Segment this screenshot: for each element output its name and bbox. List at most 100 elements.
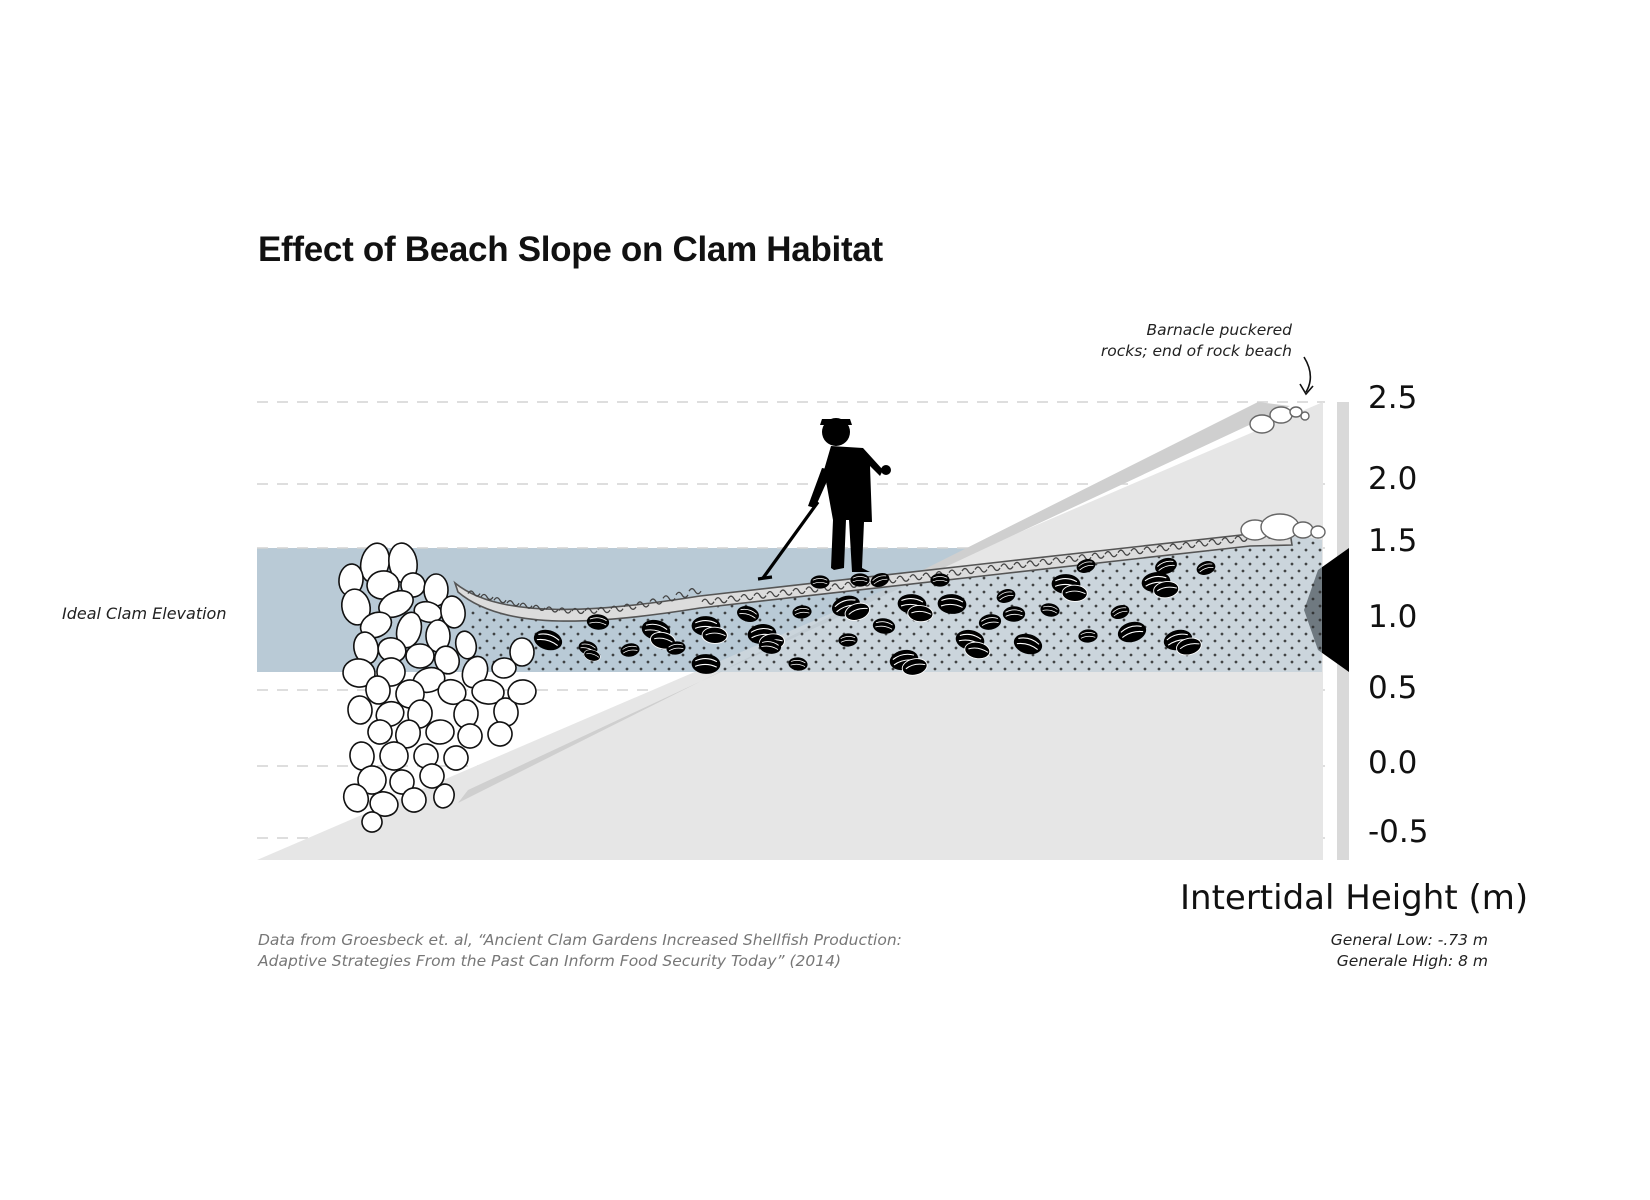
data-source-note: Data from Groesbeck et. al, “Ancient Cla… (258, 930, 902, 972)
shell-hash-squiggle (1052, 557, 1066, 564)
clam-icon (1013, 633, 1043, 655)
barnacle-rock-icon (1240, 406, 1326, 541)
clam-icon (810, 575, 830, 589)
shell-hash-squiggle (753, 592, 767, 599)
shell-hash-squiggle (1000, 563, 1014, 570)
boulder (487, 721, 513, 747)
shell-hash-squiggle (532, 604, 546, 612)
shell-hash-squiggle (987, 564, 1001, 572)
shell-hash-squiggle (714, 597, 728, 604)
clam-icon (1141, 571, 1180, 599)
boulder (433, 645, 461, 675)
axis-tick-label: 1.5 (1368, 523, 1418, 559)
shell-hash-squiggle (844, 581, 858, 589)
axis-title: Intertidal Height (m) (1180, 878, 1529, 918)
boulder (369, 791, 399, 817)
boulder (491, 657, 517, 679)
boulder (433, 783, 455, 809)
arrow-head (1299, 383, 1314, 396)
boulder (347, 695, 373, 725)
shell-hash-squiggle (961, 567, 975, 575)
clam-icon (737, 605, 759, 623)
shell-hash-squiggle (636, 601, 650, 608)
axis-tick-label: 1.0 (1368, 599, 1418, 635)
shell-hash-squiggle (1169, 543, 1183, 550)
clam-icon (889, 649, 928, 676)
shell-hash-squiggle (766, 590, 780, 598)
clam-icon (1040, 603, 1060, 617)
shell-hash-squiggle (584, 607, 598, 614)
boulder (401, 787, 427, 813)
clam-icon (1117, 621, 1147, 643)
sediment-dots (470, 536, 1322, 672)
axis-tick-label: 0.0 (1368, 745, 1418, 781)
clam-icon (533, 629, 563, 651)
shell-hash-squiggle (623, 603, 637, 610)
shell-hash-squiggle (1234, 535, 1248, 543)
clam-icon (1155, 557, 1177, 575)
clam-icon (838, 633, 858, 647)
shell-hash-squiggle (1143, 546, 1157, 553)
boulder (359, 611, 393, 639)
boulder (342, 658, 376, 688)
shell-hash-squiggle (909, 574, 923, 581)
shell-hash-squiggle (740, 594, 754, 601)
boulder (342, 783, 370, 813)
clam-icon (586, 614, 610, 630)
clam-icon (1051, 574, 1088, 602)
clam-icon (1076, 559, 1096, 573)
shell-hash-squiggle (779, 589, 793, 596)
boulder (440, 595, 466, 629)
shell-hash-squiggle (974, 566, 988, 573)
shell-hash-squiggle (727, 595, 741, 602)
axis-tick-label: 2.5 (1368, 380, 1418, 416)
boulder (443, 745, 469, 771)
shell-hash-squiggle (1117, 549, 1131, 556)
clam-icon (1002, 606, 1026, 622)
shell-hash-squiggle (1195, 540, 1209, 547)
boulder (361, 811, 383, 833)
boulder (454, 630, 478, 660)
clam-icon (1163, 629, 1202, 656)
shell-hash-squiggle (493, 597, 507, 604)
shell-hash-squiggle (1039, 558, 1053, 566)
clam-icon (578, 641, 601, 662)
axis-tick-label: 2.0 (1368, 461, 1418, 497)
shell-hash-squiggle (701, 598, 715, 605)
boulder (379, 741, 409, 771)
clam-icon (1078, 629, 1098, 643)
person-digging-icon (757, 418, 891, 581)
tide-low: General Low: -.73 m (1330, 931, 1488, 949)
shell-hash-squiggle (506, 600, 520, 607)
tide-high: Generale High: 8 m (1336, 952, 1488, 970)
clam-icon (955, 629, 991, 660)
axis-tick-label: 0.5 (1368, 670, 1418, 706)
shell-hash-squiggle (610, 605, 624, 612)
shell-hash-squiggle (675, 591, 689, 598)
shell-hash-squiggle (649, 598, 663, 605)
shell-hash-squiggle (597, 606, 611, 614)
shell-hash-squiggle (662, 595, 676, 602)
clam-icon (792, 605, 812, 619)
arrow-down-icon (1303, 356, 1312, 393)
shell-hash-squiggle (1104, 551, 1118, 558)
clam-icon (897, 594, 934, 623)
shell-hash-squiggle (948, 569, 962, 576)
clam-icon (996, 589, 1016, 603)
clam-icon (870, 572, 890, 588)
shell-hash-squiggle (1208, 538, 1222, 546)
boulder (419, 763, 445, 789)
boulder (461, 655, 489, 689)
boulder (365, 675, 391, 705)
diagram-title: Effect of Beach Slope on Clam Habitat (258, 230, 883, 269)
annotation-line-2: rocks; end of rock beach (1100, 342, 1292, 360)
shell-hash-squiggle (1130, 548, 1144, 555)
boulder (509, 637, 535, 667)
shell-hash-squiggle (896, 575, 910, 582)
clam-icon (850, 573, 870, 587)
annotation-line-1: Barnacle puckered (1146, 321, 1292, 339)
clam-icon (937, 594, 967, 614)
clam-icon (691, 616, 728, 644)
